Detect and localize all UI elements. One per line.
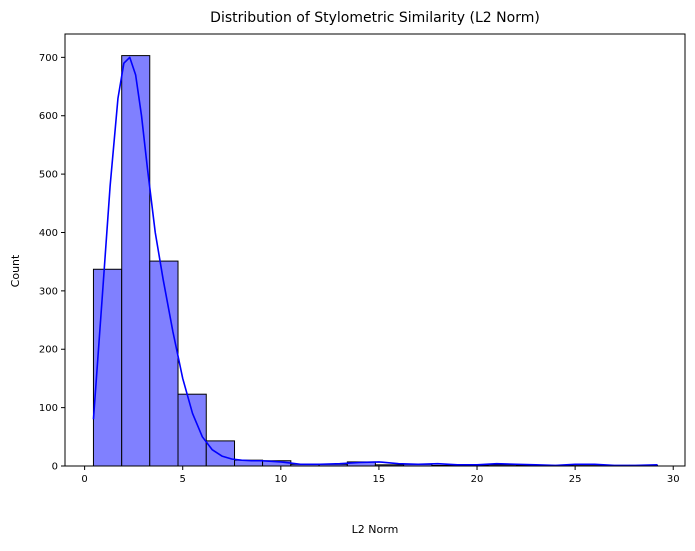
y-tick-label: 600 — [39, 111, 58, 122]
x-axis-label: L2 Norm — [352, 523, 399, 536]
y-tick-label: 200 — [39, 345, 58, 356]
plot-frame — [64, 33, 686, 467]
x-ticks: 0 5 10 15 20 25 30 — [81, 466, 680, 485]
x-tick-label: 30 — [667, 474, 680, 485]
x-tick-label: 10 — [274, 474, 287, 485]
histogram-bar-2 — [149, 260, 179, 467]
histogram-bar-4 — [205, 440, 236, 467]
bars-layer — [92, 55, 659, 467]
chart-title: Distribution of Stylometric Similarity (… — [210, 10, 540, 26]
histogram-bar-3 — [177, 393, 207, 467]
x-tick-label: 0 — [81, 474, 87, 485]
kde-curve — [92, 56, 658, 467]
x-tick-label: 20 — [471, 474, 484, 485]
y-ticks: 0 100 200 300 400 500 600 700 — [39, 53, 65, 473]
kde-layer — [92, 56, 658, 467]
y-axis-label: Count — [9, 254, 22, 287]
histogram-bar-0 — [92, 268, 123, 467]
x-tick-label: 15 — [373, 474, 386, 485]
y-tick-label: 100 — [39, 403, 58, 414]
y-tick-label: 400 — [39, 228, 58, 239]
axes-layer — [64, 33, 686, 467]
y-tick-label: 300 — [39, 286, 58, 297]
x-tick-label: 25 — [569, 474, 582, 485]
histogram-bar-1 — [121, 55, 151, 467]
y-tick-label: 500 — [39, 170, 58, 181]
y-tick-label: 0 — [52, 462, 58, 473]
x-tick-label: 5 — [180, 474, 186, 485]
y-tick-label: 700 — [39, 53, 58, 64]
